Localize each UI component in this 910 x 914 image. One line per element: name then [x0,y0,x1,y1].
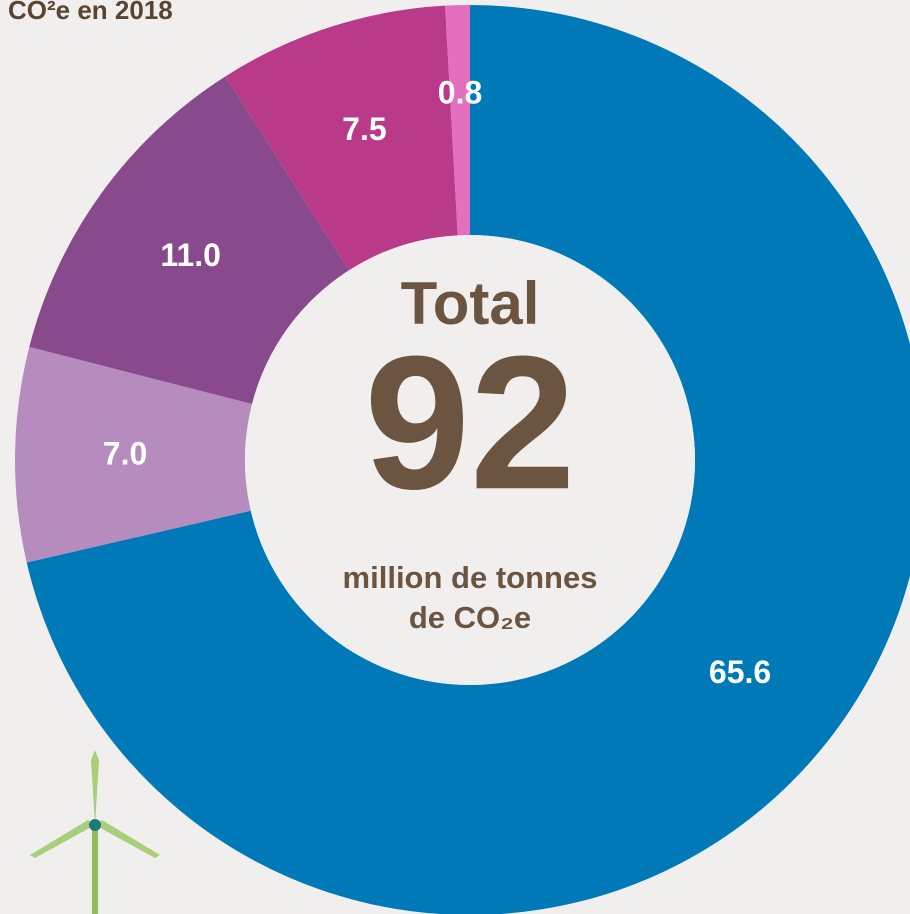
chart-title: CO²e en 2018 [8,0,173,25]
value-label: 65.6 [709,654,771,690]
chart: CO²e en 2018 65.67.011.07.50.8 Total 92 … [0,0,910,914]
center-unit: million de tonnes [343,560,598,595]
value-label: 7.5 [342,111,386,147]
center-value: 92 [364,317,575,529]
value-label: 11.0 [160,237,221,273]
center-unit: de CO₂e [409,600,531,635]
page: {"chart_data": { "type": "donut", "title… [0,0,910,914]
value-label: 7.0 [103,435,147,471]
value-label: 0.8 [438,75,482,111]
